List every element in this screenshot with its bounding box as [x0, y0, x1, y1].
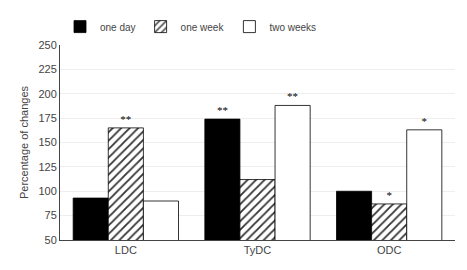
svg-text:125: 125: [38, 161, 56, 173]
svg-text:225: 225: [38, 63, 56, 75]
svg-text:75: 75: [45, 209, 57, 221]
svg-text:LDC: LDC: [115, 244, 137, 256]
svg-text:175: 175: [38, 112, 56, 124]
svg-text:250: 250: [38, 39, 56, 51]
svg-text:150: 150: [38, 136, 56, 148]
svg-text:one day: one day: [100, 22, 136, 33]
svg-text:100: 100: [38, 185, 56, 197]
svg-text:ODC: ODC: [377, 244, 402, 256]
svg-text:TyDC: TyDC: [244, 244, 272, 256]
svg-text:one week: one week: [181, 22, 225, 33]
svg-text:**: **: [217, 104, 228, 116]
svg-text:*: *: [422, 115, 428, 127]
svg-text:*: *: [386, 189, 392, 201]
svg-text:200: 200: [38, 88, 56, 100]
svg-text:**: **: [287, 90, 298, 102]
svg-text:two weeks: two weeks: [269, 22, 316, 33]
svg-text:**: **: [120, 113, 131, 125]
svg-text:50: 50: [45, 234, 57, 246]
svg-text:Percentage of changes: Percentage of changes: [18, 85, 30, 199]
